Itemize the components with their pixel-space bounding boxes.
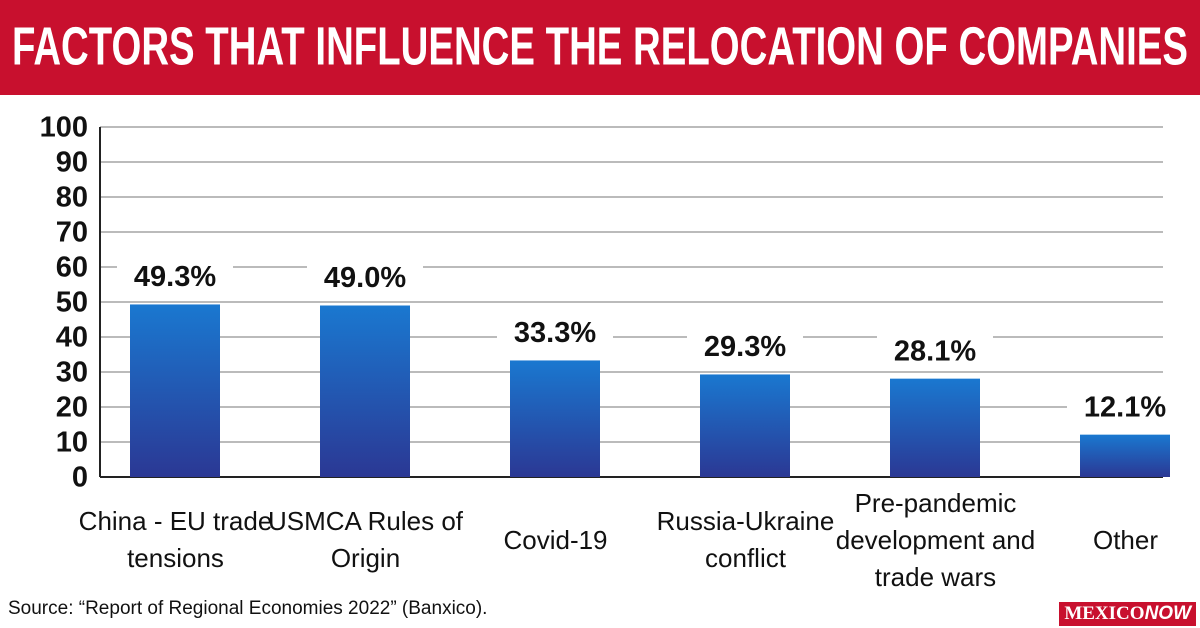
x-tick-label: China - EU trade tensions	[78, 506, 273, 573]
x-tick-label: Covid-19	[503, 524, 608, 555]
y-tick-label: 10	[56, 427, 88, 459]
y-tick-label: 70	[56, 217, 88, 249]
value-label: 49.3%	[134, 261, 216, 293]
y-tick-label: 60	[56, 252, 88, 284]
chart-title: FACTORS THAT INFLUENCE THE RELOCATION OF…	[12, 16, 1188, 76]
value-label: 28.1%	[894, 335, 976, 367]
y-tick-label: 100	[40, 112, 88, 144]
bar	[700, 374, 790, 477]
bar	[1080, 434, 1170, 477]
value-label: 33.3%	[514, 317, 596, 349]
title-banner	[0, 0, 1200, 95]
bar	[130, 304, 220, 477]
bar	[320, 305, 410, 477]
source: Source: “Report of Regional Economies 20…	[8, 598, 488, 619]
x-tick-label: USMCA Rules of Origin	[267, 506, 464, 573]
y-tick-label: 30	[56, 357, 88, 389]
y-tick-label: 0	[72, 462, 88, 494]
x-tick-label: Pre-pandemic development and trade wars	[835, 487, 1036, 592]
value-label-bg	[497, 314, 613, 353]
value-label-bg	[1067, 388, 1183, 427]
value-label-bg	[307, 259, 423, 298]
value-label: 12.1%	[1084, 391, 1166, 423]
x-tick-label: Other	[1092, 524, 1159, 555]
y-tick-label: 20	[56, 392, 88, 424]
y-tick-label: 80	[56, 182, 88, 214]
value-label-bg	[877, 332, 993, 371]
value-label-bg	[687, 328, 803, 367]
logo: MEXICONOW	[1059, 602, 1196, 626]
y-tick-label: 90	[56, 147, 88, 179]
logo-text: MEXICO	[1064, 603, 1145, 624]
y-tick-label: 40	[56, 322, 88, 354]
logo-text: NOW	[1144, 603, 1191, 624]
bar	[510, 360, 600, 477]
value-label: 29.3%	[704, 331, 786, 363]
value-label: 49.0%	[324, 262, 406, 294]
x-tick-label: Russia-Ukraine conflict	[656, 506, 835, 573]
value-label-bg	[117, 258, 233, 297]
bar	[890, 378, 980, 477]
y-tick-label: 50	[56, 287, 88, 319]
